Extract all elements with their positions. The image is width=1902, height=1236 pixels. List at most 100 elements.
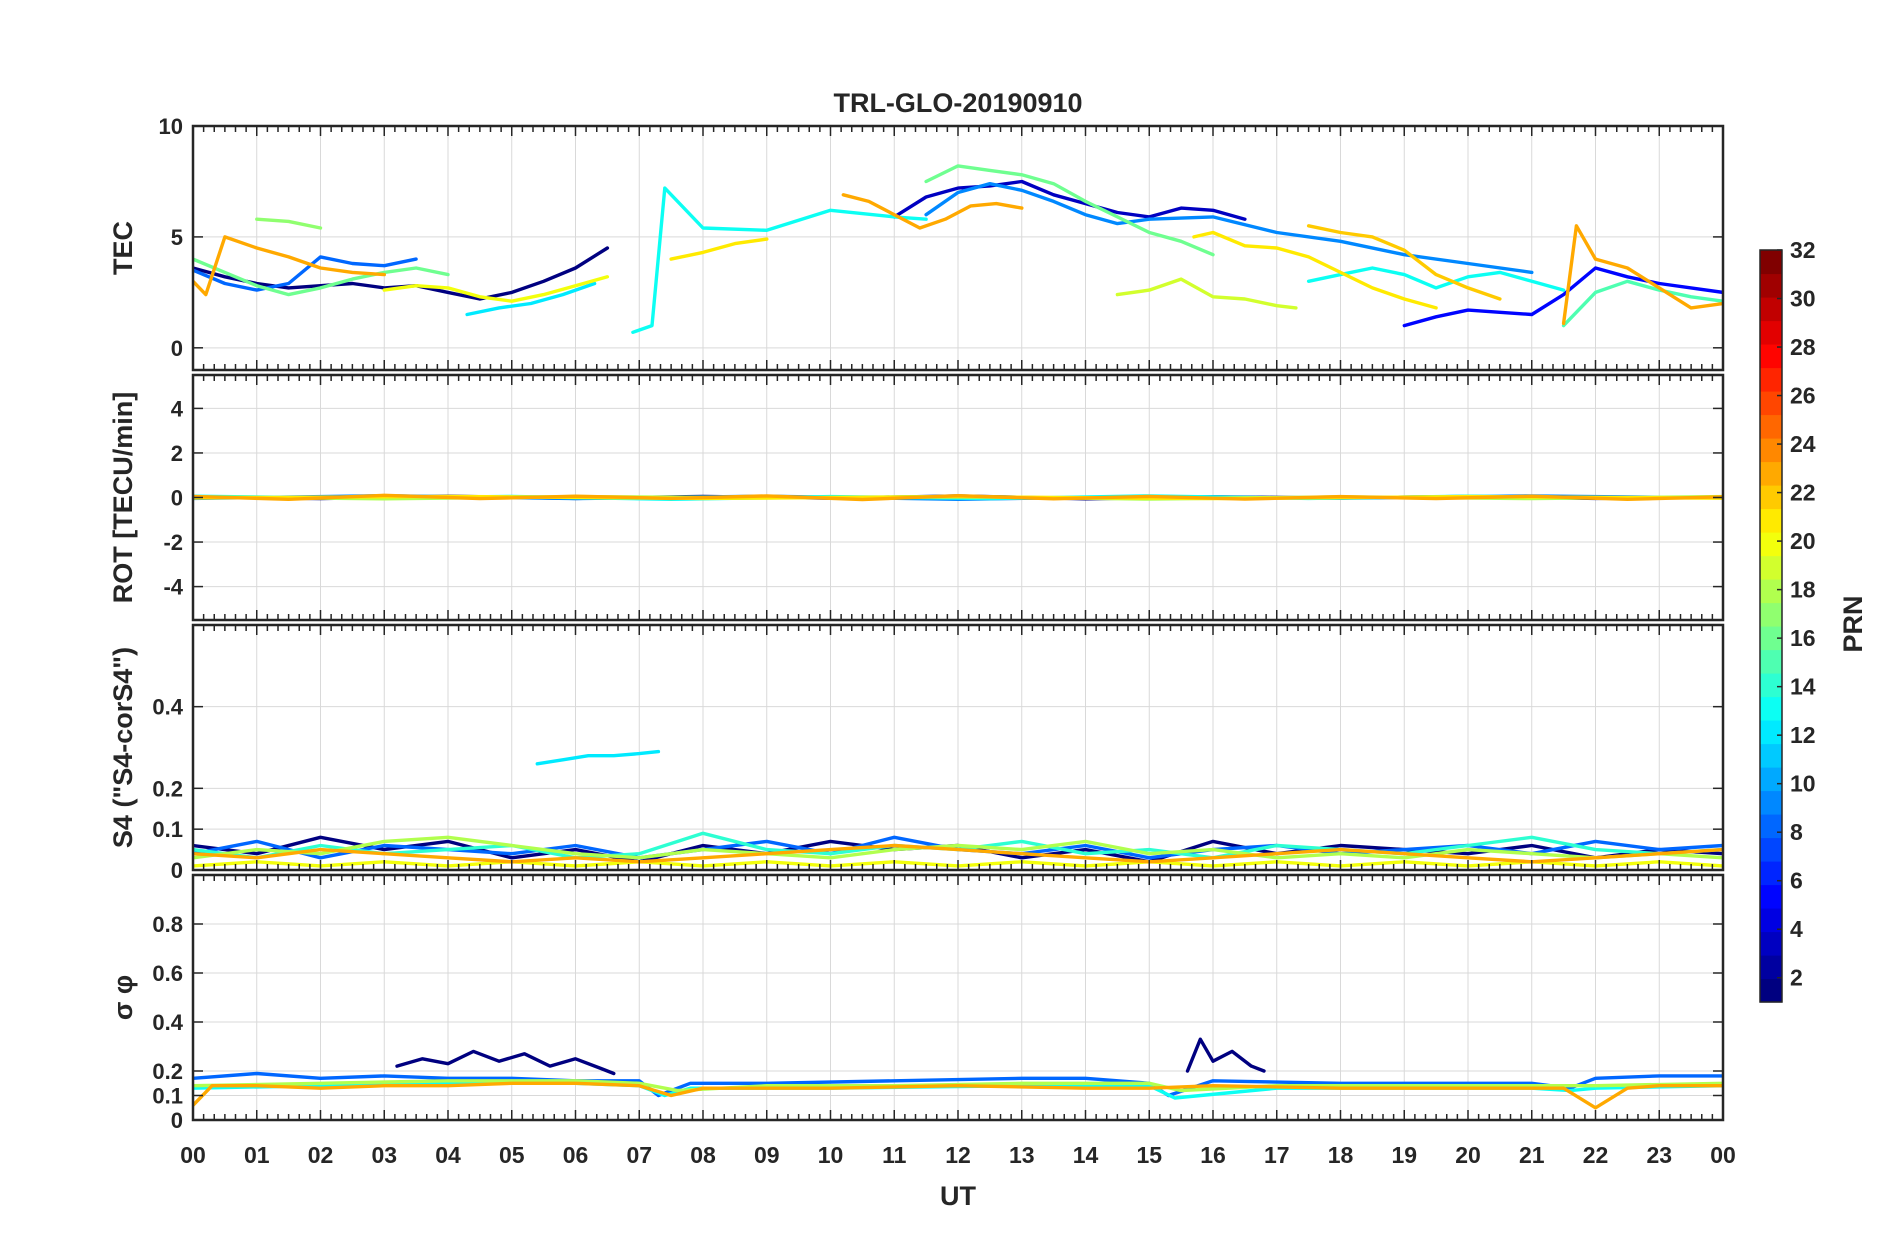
series-line-prn-16 [924,164,1215,257]
colorbar-swatch [1760,461,1782,486]
series-line-prn-12 [465,281,597,317]
x-tick-label: 00 [180,1142,206,1168]
series-line-prn-15 [1561,279,1723,328]
panel-sigma: 00.10.2 0.4 0.6 0.8 σ φ [108,873,1725,1133]
x-tick-label: 07 [626,1142,652,1168]
colorbar-label: PRN [1838,595,1868,652]
y-tick-label: 0.8 [152,912,183,937]
series-group [193,493,1723,502]
series-line-prn-12 [535,749,661,766]
series-line-prn-16 [193,257,450,297]
colorbar-swatch [1760,626,1782,651]
x-tick-label: 05 [499,1142,525,1168]
colorbar-swatch [1760,955,1782,980]
x-tick-label: 06 [563,1142,589,1168]
x-tick-label: 23 [1646,1142,1672,1168]
y-tick-label: -2 [163,530,183,555]
colorbar-swatch [1760,790,1782,815]
colorbar-tick-label: 4 [1790,916,1803,942]
series-line-prn-21 [1192,230,1438,310]
y-tick-label: 0.1 [152,1084,183,1109]
y-axis-label-tec: TEC [108,221,138,275]
x-tick-label: 10 [818,1142,844,1168]
x-tick-label: 15 [1136,1142,1162,1168]
x-tick-label: 08 [690,1142,716,1168]
series-line-prn-17 [255,217,323,230]
colorbar-swatch [1760,861,1782,886]
x-tick-label: 17 [1264,1142,1290,1168]
colorbar-swatch [1760,391,1782,416]
colorbar-swatch [1760,250,1782,275]
colorbar-tick-label: 8 [1790,819,1803,845]
series-line-prn-13 [631,186,928,334]
y-axis-label-rot: ROT [TECU/min] [108,392,138,603]
colorbar-tick-label: 26 [1790,383,1816,409]
x-tick-label: 02 [308,1142,334,1168]
colorbar-tick-label: 10 [1790,771,1816,797]
y-tick-label: 0.4 [152,1010,183,1035]
series-line-prn-8 [193,255,418,292]
series-group [193,1037,1723,1110]
x-tick-label: 03 [371,1142,397,1168]
x-axis-label: UT [940,1181,976,1211]
series-line-prn-20 [382,275,610,303]
x-tick-label: 14 [1073,1142,1099,1168]
x-tick-label: 13 [1009,1142,1035,1168]
x-tick-label: 18 [1328,1142,1354,1168]
colorbar-tick-label: 24 [1790,431,1816,457]
series-line-prn-1 [1185,1037,1266,1073]
y-tick-label: 0 [171,336,183,361]
x-tick-label: 09 [754,1142,780,1168]
colorbar-swatch [1760,367,1782,392]
colorbar-swatch [1760,555,1782,580]
colorbar-swatch [1760,579,1782,604]
colorbar-tick-label: 6 [1790,868,1803,894]
series-group [193,164,1723,334]
panel-s4: 0 0.1 0.2 0.4 S4 ("S4-corS4") [108,623,1725,883]
colorbar-tick-label: 18 [1790,577,1816,603]
series-line-prn-23 [841,193,1024,230]
y-tick-label: 0.2 [152,1059,183,1084]
x-tick-label: 20 [1455,1142,1481,1168]
axes-box [191,623,1725,872]
y-tick-label: 4 [171,396,184,421]
series-line-prn-1 [395,1049,616,1076]
series-line-prn-13 [1306,266,1566,292]
colorbar-swatch [1760,438,1782,463]
x-tick-label: 01 [244,1142,270,1168]
series-line-prn-9 [924,181,1534,275]
series-line-prn-21 [669,237,769,261]
series-line-prn-3 [892,179,1247,221]
colorbar-swatch [1760,908,1782,933]
series-line-prn-23 [193,1081,1723,1110]
series-line-prn-23 [193,843,1723,864]
chart-title: TRL-GLO-20190910 [833,88,1082,118]
colorbar-swatch [1760,673,1782,698]
colorbar-swatch [1760,978,1782,1003]
colorbar-swatch [1760,273,1782,298]
y-tick-label: 0 [171,858,183,883]
colorbar-swatch [1760,884,1782,909]
y-tick-label: 0 [171,1108,183,1133]
series-line-prn-23 [1561,224,1723,326]
colorbar-tick-label: 32 [1790,237,1816,263]
colorbar-swatch [1760,767,1782,792]
colorbar-swatch [1760,532,1782,557]
colorbar-frame [1759,249,1783,1003]
panel-tec: 0 5 10 TEC [108,114,1725,372]
y-axis-label-sigma: σ φ [108,975,138,1020]
y-tick-label: 0.2 [152,776,183,801]
x-tick-label: 19 [1391,1142,1417,1168]
axes-box [191,124,1725,372]
series-line-prn-23 [193,235,386,297]
series-line-prn-22 [1306,224,1502,301]
y-tick-label: 0 [171,486,183,511]
colorbar-tick-label: 20 [1790,528,1816,554]
colorbar-swatch [1760,344,1782,369]
colorbar-swatch [1760,696,1782,721]
y-tick-label: 0.4 [152,695,183,720]
colorbar-tick-label: 30 [1790,286,1816,312]
